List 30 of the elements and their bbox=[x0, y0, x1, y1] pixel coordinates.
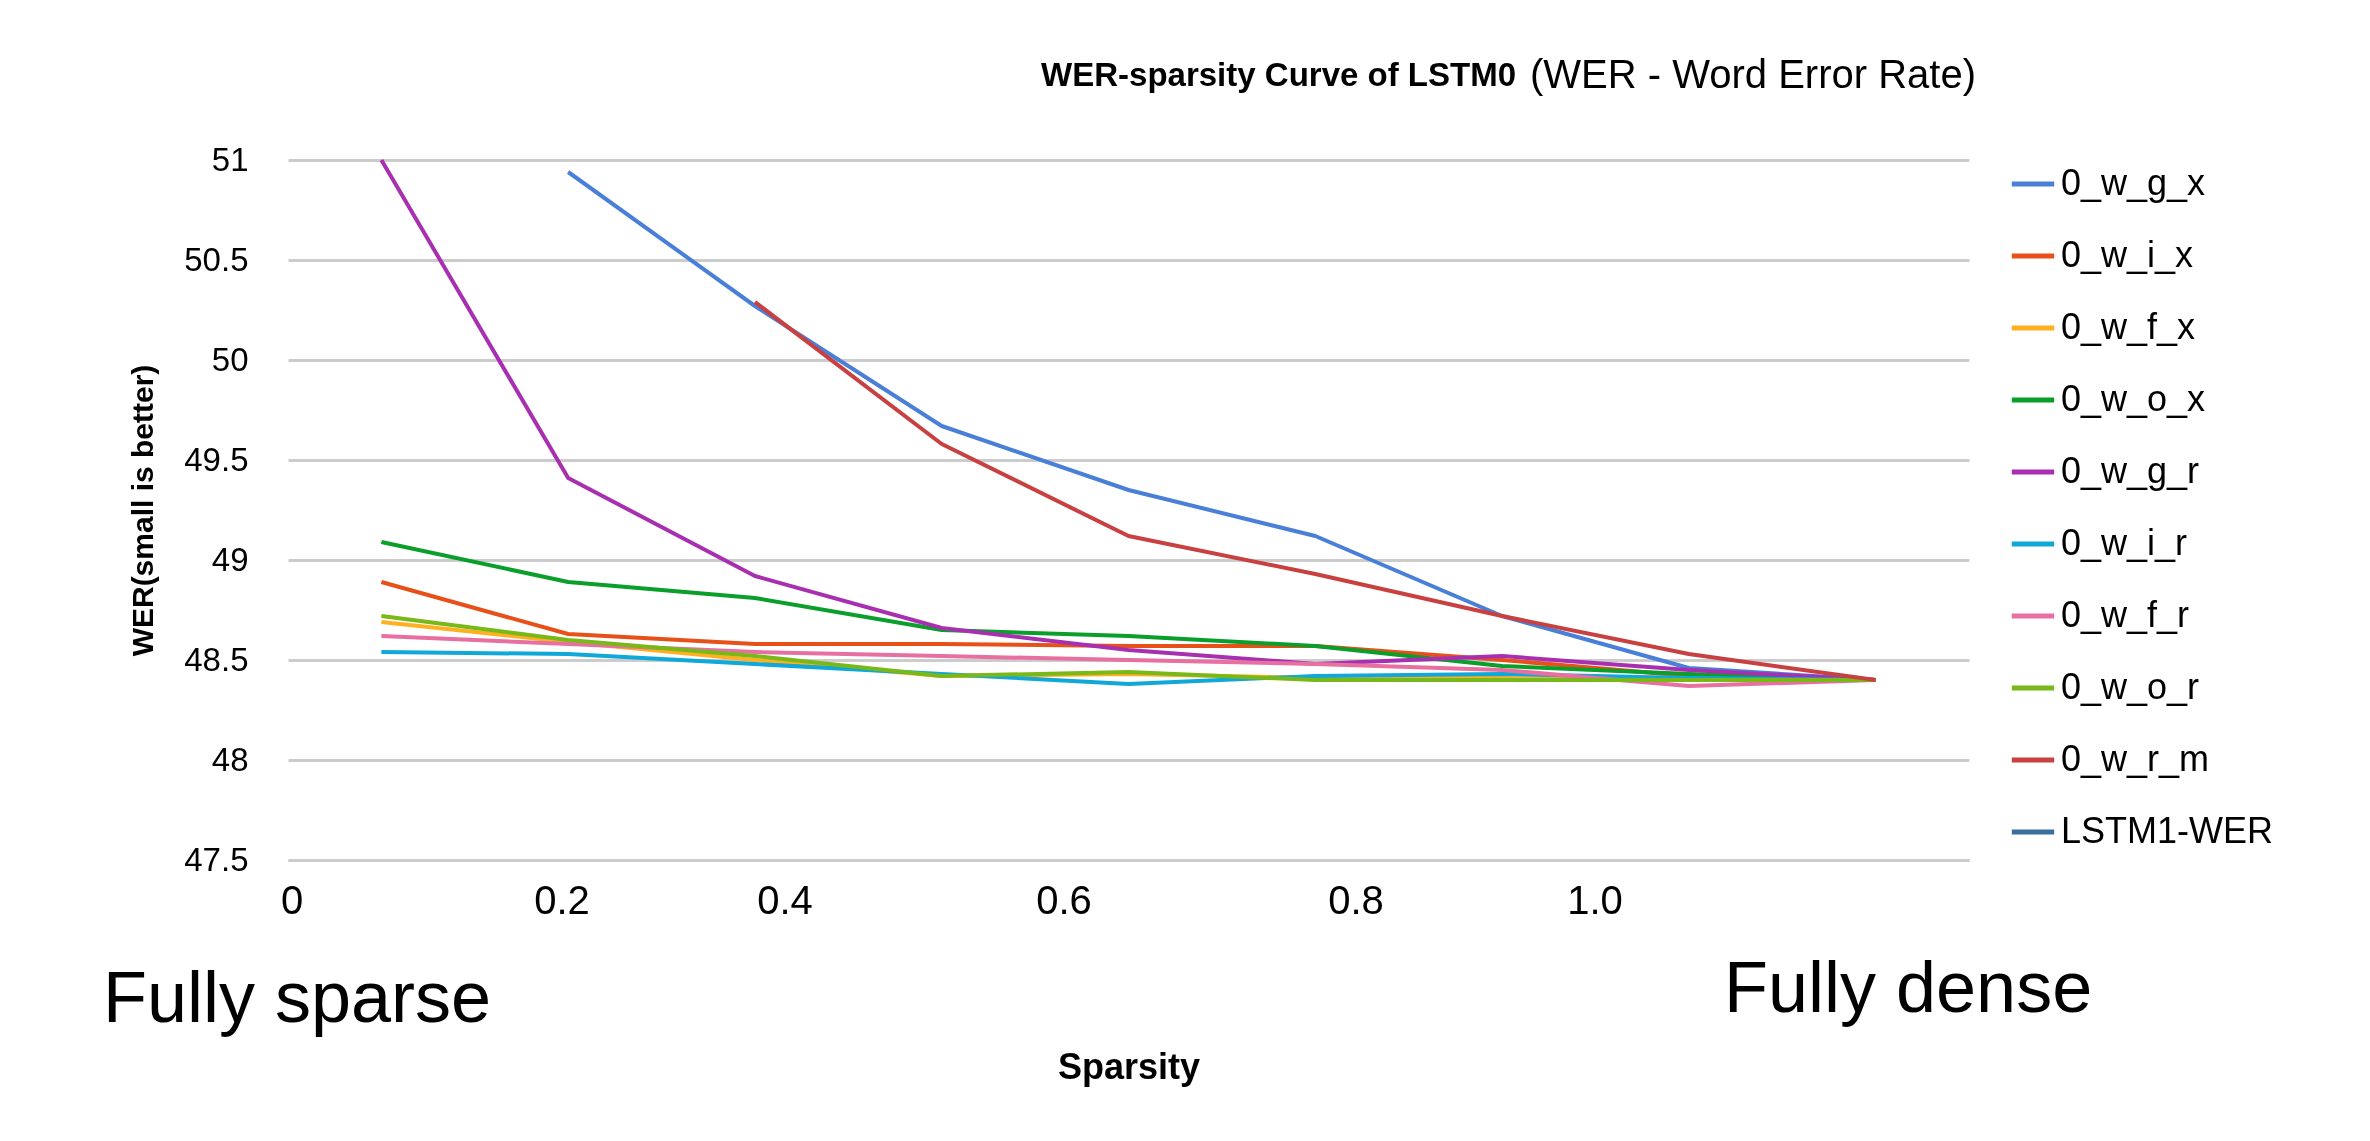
y-tick-label: 51 bbox=[211, 140, 249, 178]
chart-title: WER-sparsity Curve of LSTM0 bbox=[1041, 56, 1516, 93]
legend-label: 0_w_g_x bbox=[2061, 162, 2206, 203]
y-axis-title: WER(small is better) bbox=[126, 364, 160, 657]
legend-label: 0_w_i_x bbox=[2061, 234, 2194, 275]
text: 0.8 bbox=[1328, 878, 1384, 922]
y-tick-label: 47.5 bbox=[184, 840, 249, 878]
text: 1.0 bbox=[1567, 878, 1623, 922]
legend-label: 0_w_o_x bbox=[2061, 378, 2206, 419]
text: Fully dense bbox=[1724, 947, 2093, 1027]
text: 0.4 bbox=[757, 878, 813, 922]
legend-label: 0_w_o_r bbox=[2061, 666, 2200, 707]
text: 0.6 bbox=[1036, 878, 1092, 922]
chart-subtitle: (WER - Word Error Rate) bbox=[1530, 52, 1976, 96]
legend-label: 0_w_i_r bbox=[2061, 522, 2188, 563]
y-tick-label: 50.5 bbox=[184, 240, 249, 278]
legend-label: 0_w_g_r bbox=[2061, 450, 2200, 491]
x-axis-title: Sparsity bbox=[1057, 1045, 1201, 1087]
text: 0 bbox=[280, 878, 304, 922]
y-tick-label: 48.5 bbox=[184, 640, 249, 678]
text: Fully sparse bbox=[103, 957, 492, 1037]
text: 0.2 bbox=[534, 878, 590, 922]
legend-label: LSTM1-WER bbox=[2061, 810, 2274, 851]
legend-label: 0_w_f_r bbox=[2061, 594, 2190, 635]
y-tick-label: 49.5 bbox=[184, 440, 249, 478]
y-tick-label: 49 bbox=[211, 540, 249, 578]
y-tick-label: 48 bbox=[211, 740, 249, 778]
legend-label: 0_w_f_x bbox=[2061, 306, 2196, 347]
legend-label: 0_w_r_m bbox=[2061, 738, 2210, 779]
y-tick-label: 50 bbox=[211, 340, 249, 378]
